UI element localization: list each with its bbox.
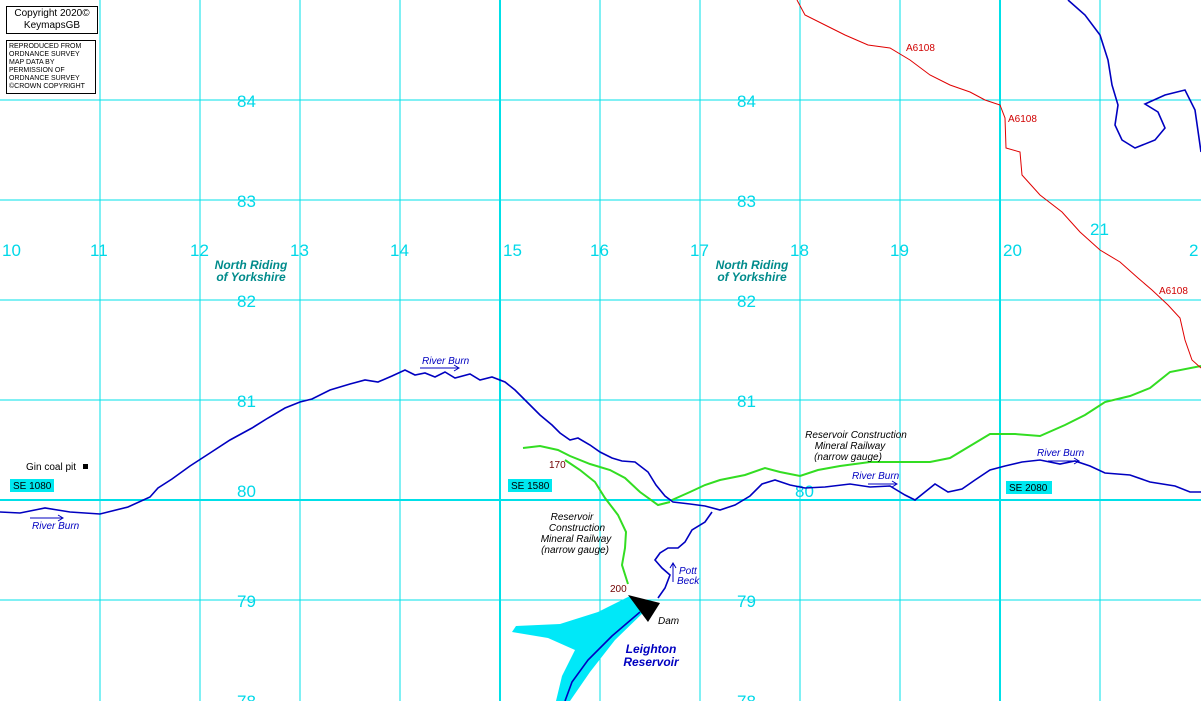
flow-arrow-icon <box>1048 457 1080 465</box>
easting-labels: 10 11 12 13 14 15 16 17 18 19 20 21 2 <box>2 220 1198 260</box>
easting-label: 18 <box>790 241 809 260</box>
northing-label: 79 <box>737 592 756 611</box>
easting-label: 16 <box>590 241 609 260</box>
dam-label: Dam <box>658 616 679 627</box>
gridref-se1080: SE 1080 <box>10 479 54 492</box>
northing-label: 81 <box>737 392 756 411</box>
railway-east-label: Reservoir Construction Mineral Railway (… <box>805 430 907 463</box>
reservoir-label-line2: Reservoir <box>623 655 680 669</box>
northing-label: 80 <box>237 482 256 501</box>
northing-label: 82 <box>737 292 756 311</box>
region-label-line2: of Yorkshire <box>216 270 286 284</box>
gridref-se1580: SE 1580 <box>508 479 552 492</box>
northing-label: 84 <box>737 92 756 111</box>
pott-beck-label-line1: Pott <box>679 566 698 577</box>
easting-label: 14 <box>390 241 409 260</box>
copyright-line1: Copyright 2020© <box>14 8 90 19</box>
gridref-text: SE 1580 <box>511 481 550 492</box>
reservoir-channel <box>564 611 641 701</box>
northing-label: 79 <box>237 592 256 611</box>
pott-beck-label-line2: Beck <box>677 576 700 587</box>
os-notice-line: ORDNANCE SURVEY <box>9 75 80 82</box>
pott-beck[interactable] <box>653 511 713 599</box>
northing-label: 80 <box>795 482 814 501</box>
railway-east-label-line3: (narrow gauge) <box>814 452 882 463</box>
river-northeast <box>1067 0 1201 153</box>
easting-label: 2 <box>1189 241 1198 260</box>
region-label-line1: North Riding <box>215 258 288 272</box>
road-a6108[interactable] <box>796 0 1201 369</box>
flow-arrow-icon <box>868 480 898 488</box>
flow-arrow-icon <box>30 514 64 522</box>
copyright-box: Copyright 2020© KeymapsGB <box>6 6 98 34</box>
os-notice-line: PERMISSION OF <box>9 67 65 74</box>
region-label-line1: North Riding <box>716 258 789 272</box>
os-notice-line: REPRODUCED FROM <box>9 43 82 50</box>
river-burn-label: River Burn <box>422 356 470 367</box>
river-burn-label: River Burn <box>1037 448 1085 459</box>
river-burn-label: River Burn <box>32 521 80 532</box>
coal-pit-icon[interactable] <box>83 464 88 469</box>
railway-east-label-line2: Mineral Railway <box>815 441 887 452</box>
river-burn[interactable] <box>0 369 1201 515</box>
gin-coal-pit-label: Gin coal pit <box>26 462 76 473</box>
easting-label: 10 <box>2 241 21 260</box>
spot-height-170: 170 <box>549 460 566 471</box>
northing-label: 78 <box>237 692 256 701</box>
gridref-text: SE 1080 <box>13 481 52 492</box>
gridref-text: SE 2080 <box>1009 483 1048 494</box>
easting-label: 11 <box>90 241 108 260</box>
road-label-a6108: A6108 <box>1159 286 1188 297</box>
gridref-box <box>508 479 552 492</box>
easting-label: 17 <box>690 241 709 260</box>
os-notice-line: ORDNANCE SURVEY <box>9 51 80 58</box>
easting-label: 13 <box>290 241 309 260</box>
gridref-box <box>10 479 54 492</box>
railway-east-label-line1: Reservoir Construction <box>805 430 907 441</box>
easting-label: 15 <box>503 241 522 260</box>
easting-label: 19 <box>890 241 909 260</box>
gridref-box <box>1006 481 1052 494</box>
northing-label: 78 <box>737 692 756 701</box>
railway-west-label: Reservoir Construction Mineral Railway (… <box>541 512 613 556</box>
northing-label: 82 <box>237 292 256 311</box>
northing-label: 83 <box>237 192 256 211</box>
os-notice-line: ©CROWN COPYRIGHT <box>9 83 85 90</box>
northing-label: 83 <box>737 192 756 211</box>
northing-labels-left: 84 83 82 81 80 79 78 <box>237 92 256 701</box>
flow-arrow-icon <box>420 364 460 372</box>
railway-west-label-line1: Reservoir <box>551 512 594 523</box>
spot-height-200: 200 <box>610 584 627 595</box>
region-label-west: North Riding of Yorkshire <box>215 258 288 284</box>
easting-label: 21 <box>1090 220 1109 239</box>
os-permission-box: REPRODUCED FROM ORDNANCE SURVEY MAP DATA… <box>6 40 96 94</box>
copyright-line2: KeymapsGB <box>23 20 81 31</box>
river-burn-label: River Burn <box>852 471 900 482</box>
road-label-a6108: A6108 <box>906 43 935 54</box>
northing-label: 81 <box>237 392 256 411</box>
flow-arrow-up-icon <box>669 562 677 582</box>
railway-west-label-line4: (narrow gauge) <box>541 545 609 556</box>
region-label-line2: of Yorkshire <box>717 270 787 284</box>
os-notice-line: MAP DATA BY <box>9 59 55 66</box>
easting-label: 12 <box>190 241 209 260</box>
gridref-se2080: SE 2080 <box>1006 481 1052 494</box>
reservoir-label-line1: Leighton <box>626 642 677 656</box>
mineral-railway-west[interactable] <box>522 444 671 507</box>
railway-west-label-line2: Construction <box>549 523 606 534</box>
dam-marker[interactable] <box>628 595 660 622</box>
leighton-reservoir[interactable] <box>512 596 648 701</box>
road-label-a6108: A6108 <box>1008 114 1037 125</box>
railway-west-label-line3: Mineral Railway <box>541 534 613 545</box>
northing-label: 84 <box>237 92 256 111</box>
easting-label: 20 <box>1003 241 1022 260</box>
mineral-railway-east[interactable] <box>671 365 1201 501</box>
mineral-railway-branch[interactable] <box>564 459 629 585</box>
region-label-east: North Riding of Yorkshire <box>716 258 789 284</box>
northing-labels-right: 84 83 82 81 80 79 78 <box>737 92 814 701</box>
